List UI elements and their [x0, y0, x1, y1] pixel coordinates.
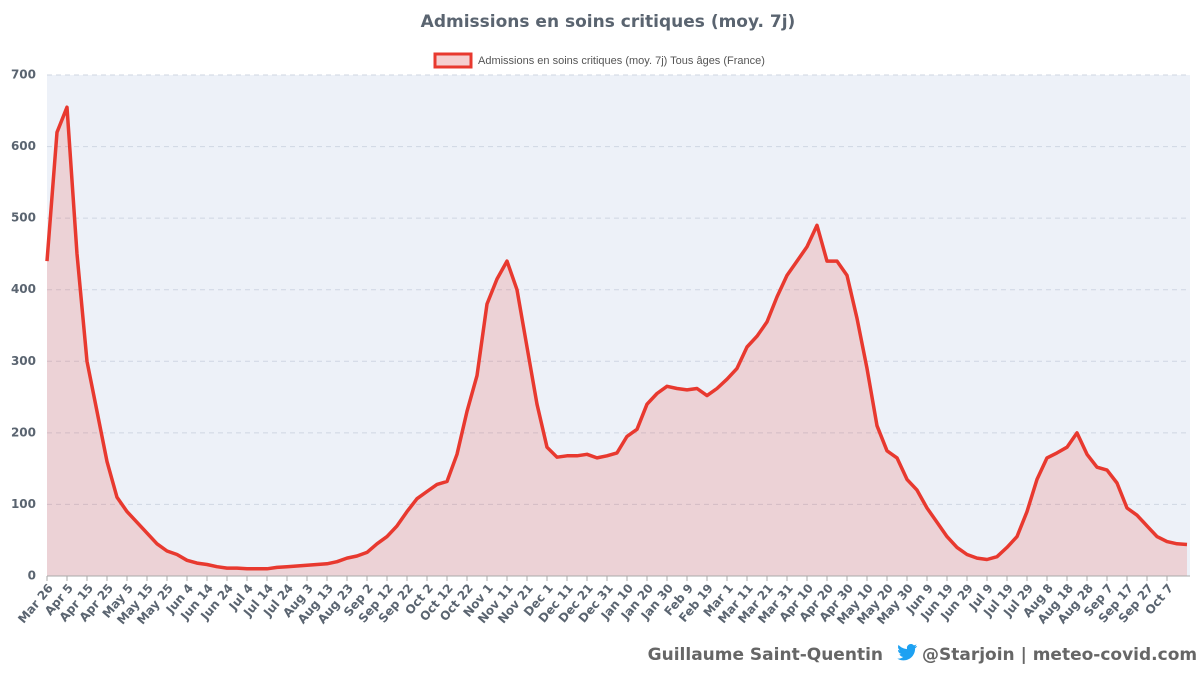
line	[45, 105, 1188, 571]
y-tick-label: 0	[28, 569, 36, 583]
area	[47, 107, 1187, 576]
chart-title: Admissions en soins critiques (moy. 7j)	[421, 12, 796, 32]
legend-swatch	[433, 52, 473, 69]
footer-handle: @Starjoin | meteo-covid.com	[922, 645, 1197, 665]
twitter-icon	[897, 643, 918, 661]
legend-label: Admissions en soins critiques (moy. 7j) …	[478, 55, 765, 67]
y-tick-label: 400	[11, 282, 36, 296]
y-tick-label: 600	[11, 139, 36, 153]
y-tick-label: 500	[11, 211, 36, 225]
y-tick-label: 200	[11, 425, 36, 439]
y-tick-label: 700	[11, 68, 36, 82]
footer-author: Guillaume Saint-Quentin	[648, 645, 883, 665]
y-tick-label: 300	[11, 354, 36, 368]
plot-area	[47, 75, 1190, 576]
y-tick-label: 100	[11, 497, 36, 511]
